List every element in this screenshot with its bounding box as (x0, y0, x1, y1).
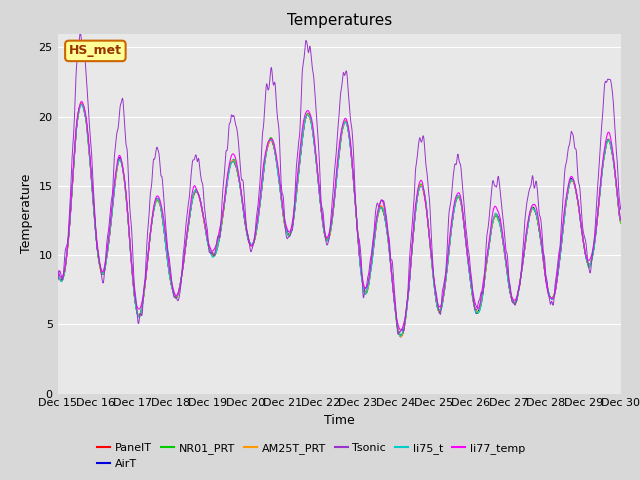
li75_t (166, 273, 173, 278)
Tsonic (166, 258, 173, 264)
AirT (54, 273, 61, 279)
NR01_PRT (179, 264, 187, 269)
NR01_PRT (617, 220, 625, 226)
Y-axis label: Temperature: Temperature (20, 174, 33, 253)
NR01_PRT (54, 273, 61, 278)
Line: li77_temp: li77_temp (58, 101, 621, 330)
NR01_PRT (397, 333, 405, 338)
AirT (501, 253, 509, 259)
Tsonic (501, 236, 509, 242)
PanelT (179, 262, 187, 267)
Text: HS_met: HS_met (69, 44, 122, 58)
AirT (551, 290, 559, 296)
PanelT (243, 226, 250, 232)
AM25T_PRT (397, 334, 404, 339)
Tsonic (617, 206, 625, 212)
AirT (397, 334, 404, 340)
PanelT (428, 255, 435, 261)
li77_temp (166, 266, 173, 272)
li75_t (179, 260, 187, 265)
AirT (617, 219, 625, 225)
AirT (166, 271, 173, 276)
AM25T_PRT (428, 256, 435, 262)
li75_t (54, 272, 61, 277)
li75_t (77, 102, 85, 108)
li77_temp (428, 251, 435, 256)
Line: Tsonic: Tsonic (58, 34, 621, 334)
li77_temp (501, 249, 509, 254)
li77_temp (77, 98, 85, 104)
Line: NR01_PRT: NR01_PRT (58, 104, 621, 336)
li75_t (551, 292, 559, 298)
Tsonic (551, 286, 559, 292)
AirT (78, 101, 86, 107)
Title: Temperatures: Temperatures (287, 13, 392, 28)
li75_t (617, 217, 625, 223)
li77_temp (243, 224, 250, 229)
Line: li75_t: li75_t (58, 105, 621, 336)
Tsonic (394, 331, 402, 337)
PanelT (617, 218, 625, 224)
li75_t (397, 333, 404, 338)
AM25T_PRT (617, 219, 625, 225)
li77_temp (551, 292, 559, 298)
AM25T_PRT (78, 100, 86, 106)
AM25T_PRT (243, 226, 250, 232)
li75_t (501, 253, 509, 259)
PanelT (501, 253, 509, 259)
NR01_PRT (77, 101, 85, 107)
li77_temp (617, 217, 625, 223)
PanelT (166, 273, 173, 278)
AirT (243, 228, 250, 233)
AM25T_PRT (166, 272, 173, 277)
PanelT (77, 100, 85, 106)
AirT (428, 253, 435, 259)
AM25T_PRT (551, 290, 559, 296)
NR01_PRT (501, 253, 509, 259)
li77_temp (179, 262, 187, 268)
li75_t (428, 254, 435, 260)
NR01_PRT (428, 256, 435, 262)
PanelT (54, 273, 61, 279)
li77_temp (54, 267, 61, 273)
Line: AM25T_PRT: AM25T_PRT (58, 103, 621, 336)
AM25T_PRT (54, 274, 61, 279)
X-axis label: Time: Time (324, 414, 355, 427)
NR01_PRT (166, 272, 173, 278)
Tsonic (76, 31, 84, 36)
AirT (179, 263, 187, 268)
PanelT (398, 333, 406, 338)
NR01_PRT (243, 226, 250, 232)
AM25T_PRT (179, 262, 187, 267)
li77_temp (397, 327, 404, 333)
Legend: PanelT, AirT, NR01_PRT, AM25T_PRT, Tsonic, li75_t, li77_temp: PanelT, AirT, NR01_PRT, AM25T_PRT, Tsoni… (93, 439, 529, 473)
Line: AirT: AirT (58, 104, 621, 337)
Tsonic (428, 234, 435, 240)
Tsonic (54, 278, 61, 284)
PanelT (551, 290, 559, 296)
Tsonic (243, 223, 250, 229)
li75_t (243, 224, 250, 230)
AM25T_PRT (501, 253, 509, 259)
Line: PanelT: PanelT (58, 103, 621, 336)
NR01_PRT (551, 290, 559, 296)
Tsonic (179, 251, 187, 256)
